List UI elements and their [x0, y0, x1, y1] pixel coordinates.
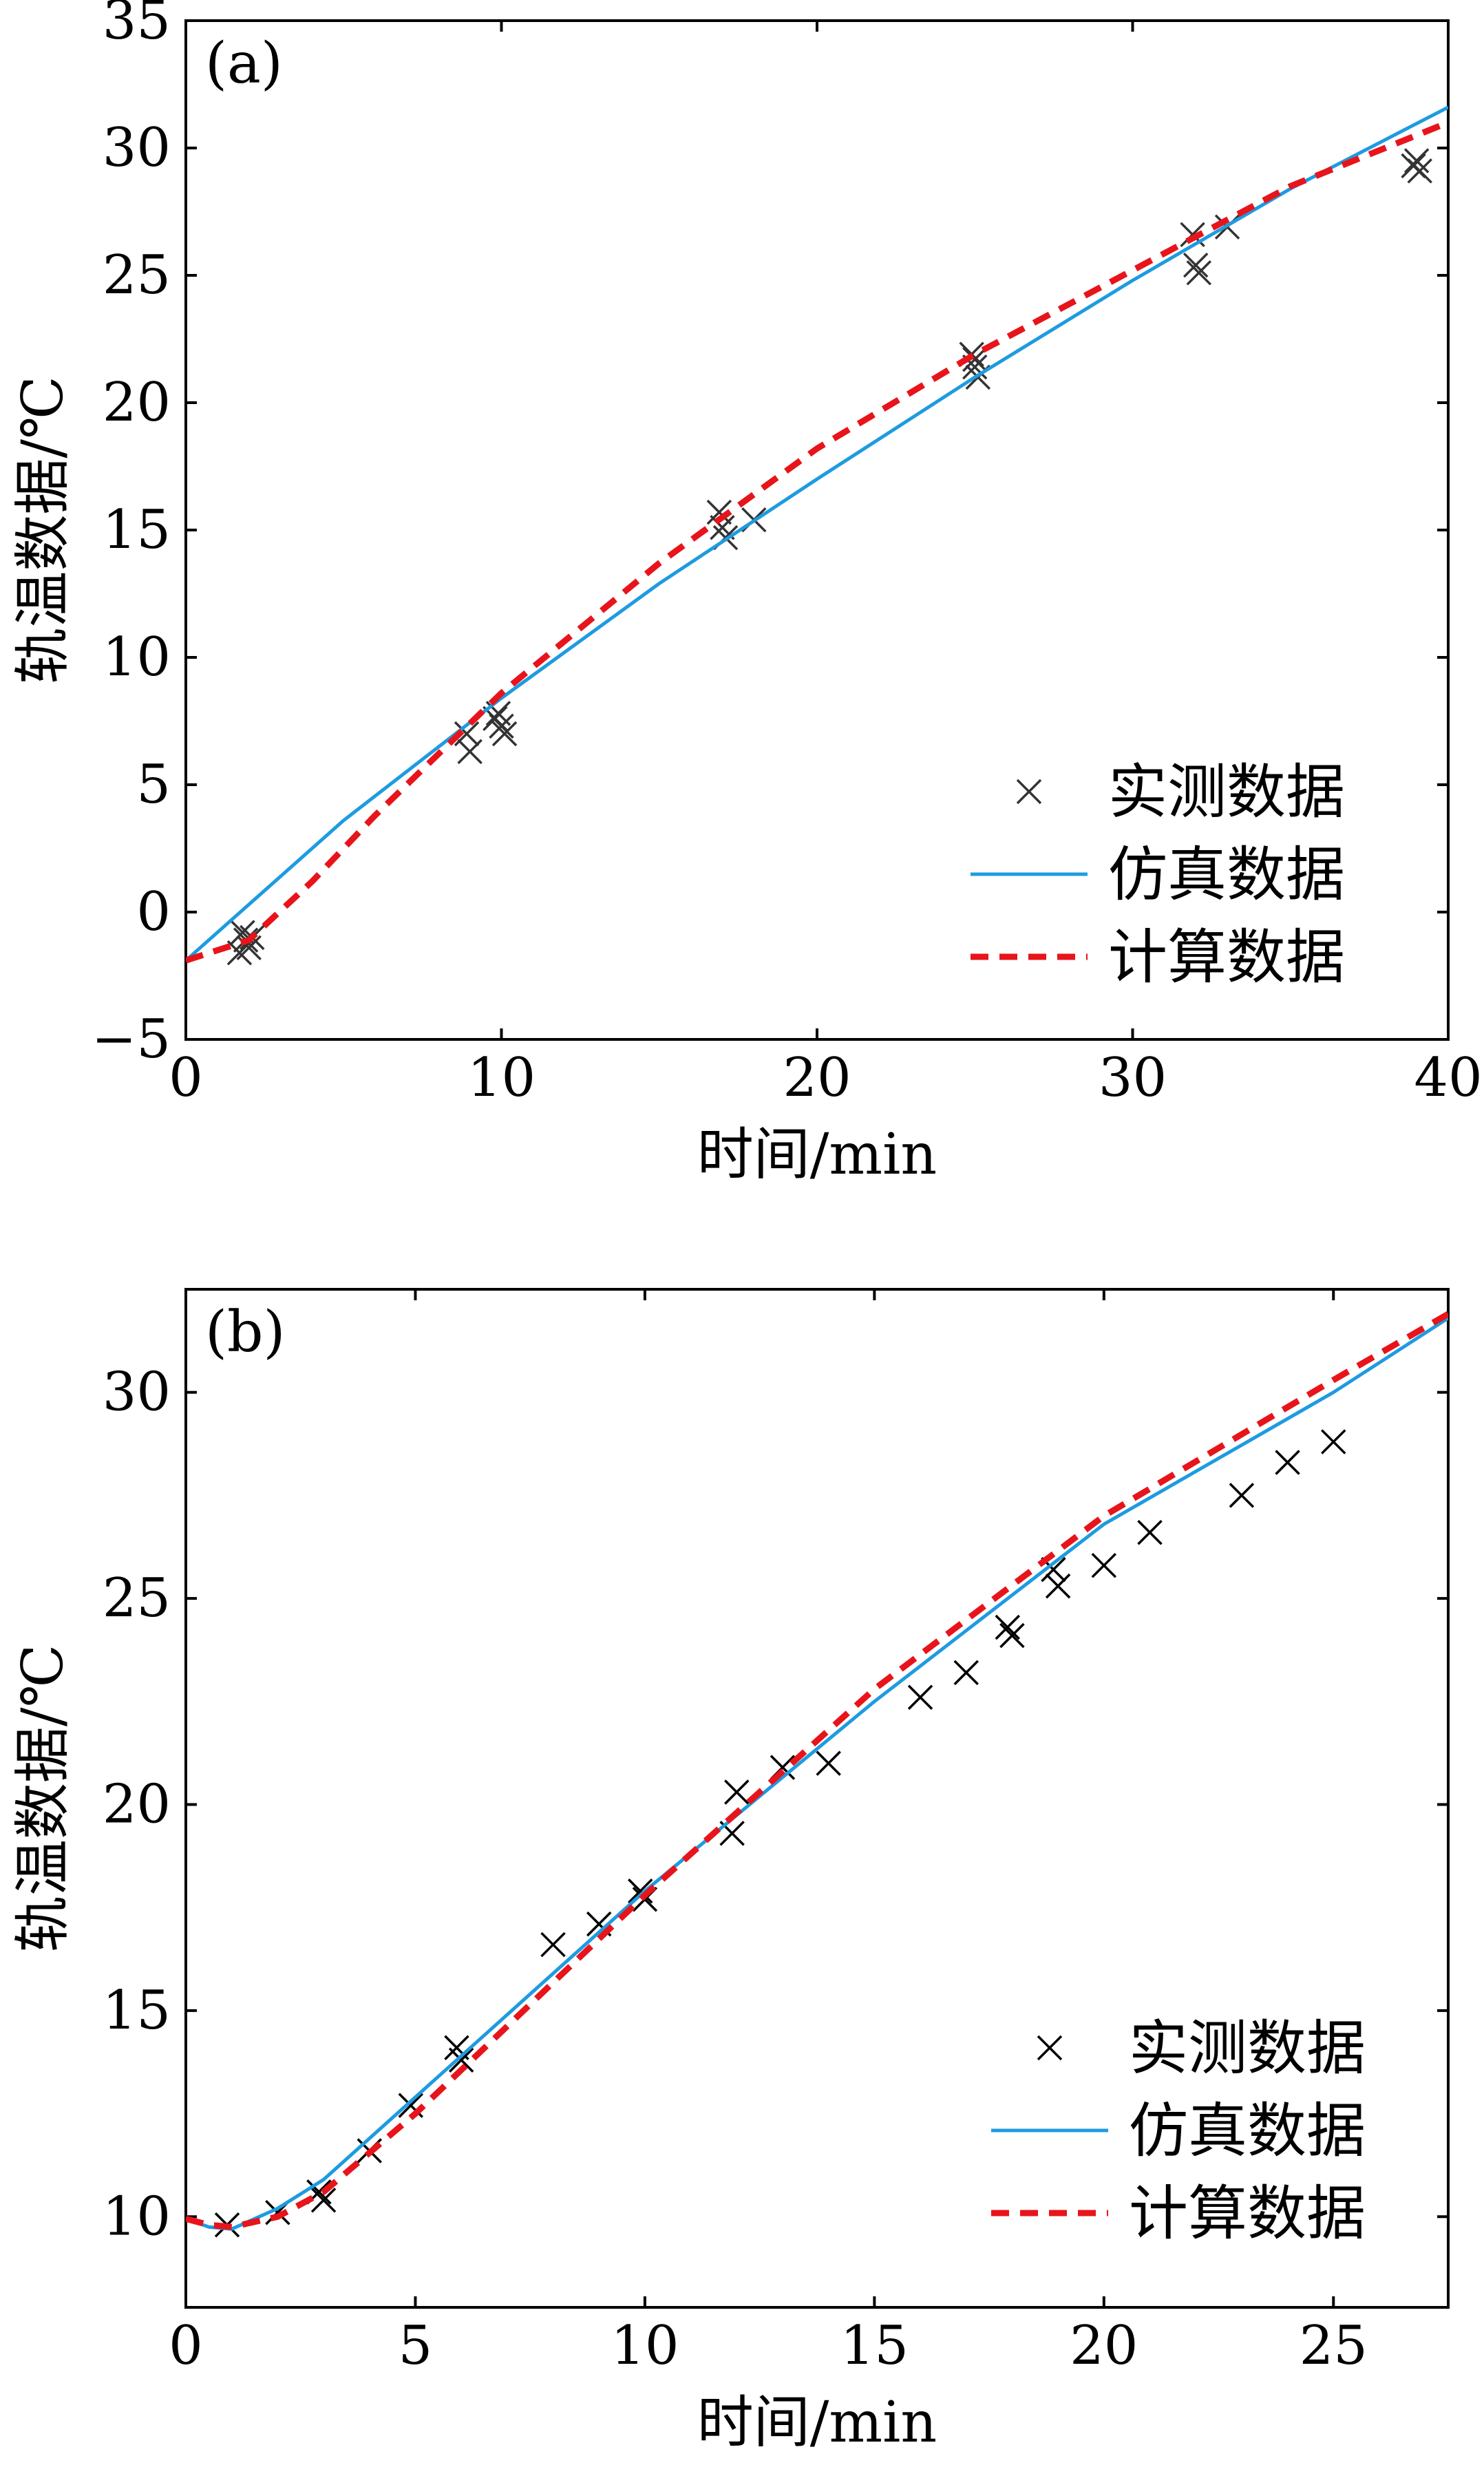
measured-point — [491, 721, 518, 747]
legend-label: 实测数据 — [1129, 2014, 1366, 2083]
y-tick-label: 25 — [103, 1567, 171, 1629]
measured-point — [1091, 1552, 1117, 1578]
y-tick-label: 35 — [103, 0, 171, 52]
measured-point — [1275, 1450, 1300, 1475]
measured-point — [724, 1779, 750, 1805]
x-tick-label: 15 — [840, 2315, 909, 2377]
legend-marker-measured — [1016, 779, 1042, 805]
y-tick-label: 5 — [136, 754, 171, 816]
measured-point — [999, 1622, 1025, 1649]
y-tick-label: −5 — [92, 1008, 171, 1070]
y-tick-label: 0 — [136, 881, 171, 943]
panel-a: 0 10 20 30 40−505101520253035时间/min轨温数据/℃(a)… — [10, 0, 1483, 1187]
measured-point — [448, 2047, 474, 2073]
measured-point — [1186, 260, 1212, 286]
panel-label: (a) — [205, 31, 283, 96]
legend-label: 实测数据 — [1108, 758, 1345, 827]
measured-point — [1183, 252, 1209, 278]
simulated-line — [186, 105, 1448, 962]
x-tick-label: 20 — [783, 1047, 851, 1109]
legend-marker-measured — [1037, 2035, 1063, 2061]
y-tick-label: 15 — [103, 499, 171, 561]
series-group — [186, 1311, 1448, 2238]
y-tick-label: 10 — [103, 2186, 171, 2247]
measured-point — [1401, 153, 1426, 179]
y-tick-label: 30 — [103, 117, 171, 179]
x-tick-label: 0 — [169, 1047, 203, 1109]
measured-point — [1137, 1520, 1163, 1545]
measured-point — [226, 940, 253, 966]
calculated-line — [186, 1311, 1448, 2230]
x-tick-label: 40 — [1414, 1047, 1482, 1109]
x-tick-label: 10 — [467, 1047, 536, 1109]
legend-label: 仿真数据 — [1129, 2097, 1366, 2166]
measured-point — [962, 346, 988, 372]
measured-point — [907, 1684, 933, 1711]
y-tick-label: 20 — [103, 1773, 171, 1835]
measured-point — [1321, 1429, 1346, 1454]
x-tick-label: 10 — [611, 2315, 679, 2377]
measured-point — [816, 1750, 841, 1776]
measured-point — [953, 1660, 979, 1686]
legend-label: 计算数据 — [1129, 2179, 1366, 2248]
panel-label: (b) — [205, 1300, 285, 1365]
plot-frame — [184, 1288, 1450, 2309]
x-axis-title: 时间/min — [697, 2390, 937, 2455]
calculated-line — [186, 119, 1448, 964]
y-tick-label: 30 — [103, 1362, 171, 1424]
x-tick-label: 30 — [1099, 1047, 1167, 1109]
measured-point — [1403, 148, 1430, 173]
legend-label: 仿真数据 — [1108, 840, 1345, 909]
y-axis-title: 轨温数据/℃ — [10, 376, 76, 684]
x-tick-label: 20 — [1070, 2315, 1138, 2377]
x-tick-label: 25 — [1300, 2315, 1368, 2377]
y-tick-label: 20 — [103, 372, 171, 434]
panel-b: 0 5 10 15 20 25 10 15 20 25 30 时间/min 轨温数据/℃ (b) 实测数据仿… — [10, 1288, 1450, 2455]
measured-point — [995, 1614, 1021, 1640]
measured-point — [628, 1878, 653, 1904]
x-tick-label: 0 — [169, 2315, 203, 2377]
measured-point — [310, 2188, 337, 2213]
measured-point — [1045, 1573, 1071, 1599]
y-axis-title: 轨温数据/℃ — [10, 1644, 76, 1952]
y-tick-label: 25 — [103, 244, 171, 306]
x-tick-label: 5 — [399, 2315, 433, 2377]
y-tick-label: 10 — [103, 626, 171, 688]
legend-label: 计算数据 — [1108, 923, 1345, 992]
y-tick-label: 15 — [103, 1980, 171, 2042]
measured-point — [540, 1932, 566, 1958]
measured-point — [1229, 1483, 1255, 1508]
series-group — [186, 105, 1448, 966]
measured-point — [706, 499, 732, 525]
measured-point — [457, 739, 483, 765]
x-axis-title: 时间/min — [697, 1122, 937, 1187]
